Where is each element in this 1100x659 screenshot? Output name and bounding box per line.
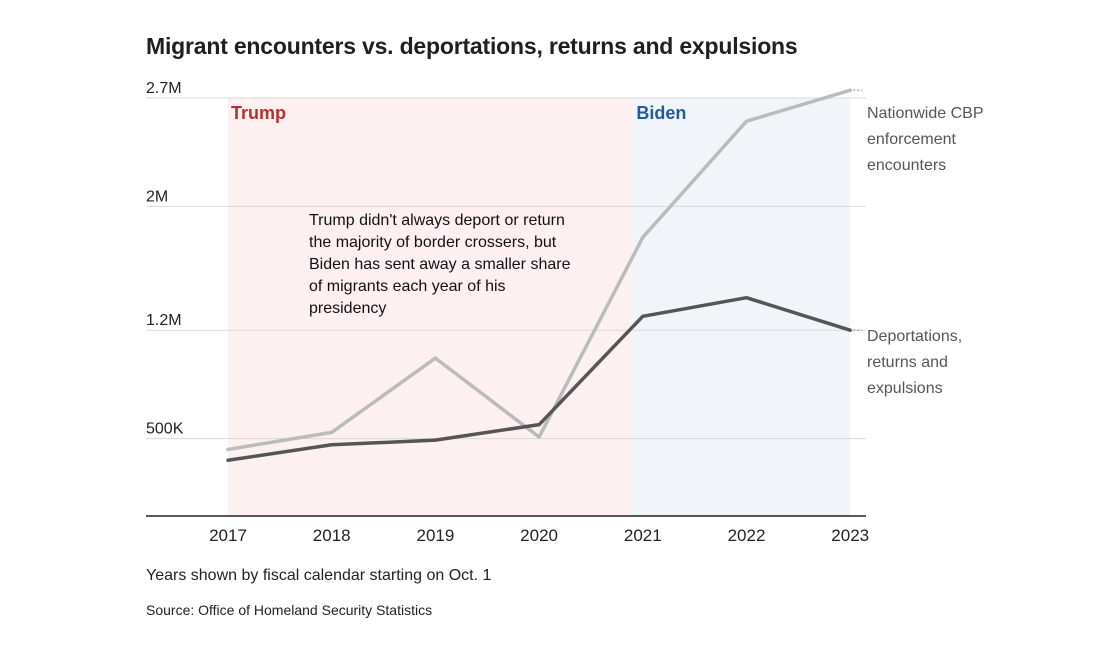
label-connectors — [853, 89, 862, 331]
encounters-line — [226, 88, 852, 452]
trump-period-band — [228, 98, 633, 516]
chart-title: Migrant encounters vs. deportations, ret… — [146, 33, 798, 59]
biden-period-band — [632, 98, 851, 516]
encounters-series-label: Nationwide CBP enforcement encounters — [867, 105, 984, 174]
biden-period-label: Biden — [636, 103, 687, 123]
x-tick-label: 2018 — [313, 526, 351, 545]
y-tick-label: 2.7M — [146, 80, 182, 97]
x-tick-label: 2017 — [209, 526, 247, 545]
gridlines — [146, 97, 866, 440]
x-axis-ticks: 2017 2018 2019 2020 2021 2022 2023 — [209, 526, 869, 545]
x-tick-label: 2022 — [728, 526, 766, 545]
y-axis-ticks: 500K 1.2M 2M 2.7M — [146, 80, 184, 438]
y-tick-label: 2M — [146, 188, 168, 205]
x-tick-label: 2019 — [416, 526, 454, 545]
chart-note: Years shown by fiscal calendar starting … — [146, 567, 492, 584]
deportations-series-label: Deportations, returns and expulsions — [867, 328, 963, 397]
deportations-line — [226, 295, 852, 463]
y-tick-label: 1.2M — [146, 312, 182, 329]
series-lines — [226, 88, 852, 463]
x-tick-label: 2021 — [624, 526, 662, 545]
chart-annotation: Trump didn't always deport or return the… — [309, 212, 571, 317]
chart-source: Source: Office of Homeland Security Stat… — [146, 602, 433, 618]
y-tick-label: 500K — [146, 421, 184, 438]
trump-period-label: Trump — [231, 103, 287, 123]
x-tick-label: 2023 — [831, 526, 869, 545]
x-tick-label: 2020 — [520, 526, 558, 545]
